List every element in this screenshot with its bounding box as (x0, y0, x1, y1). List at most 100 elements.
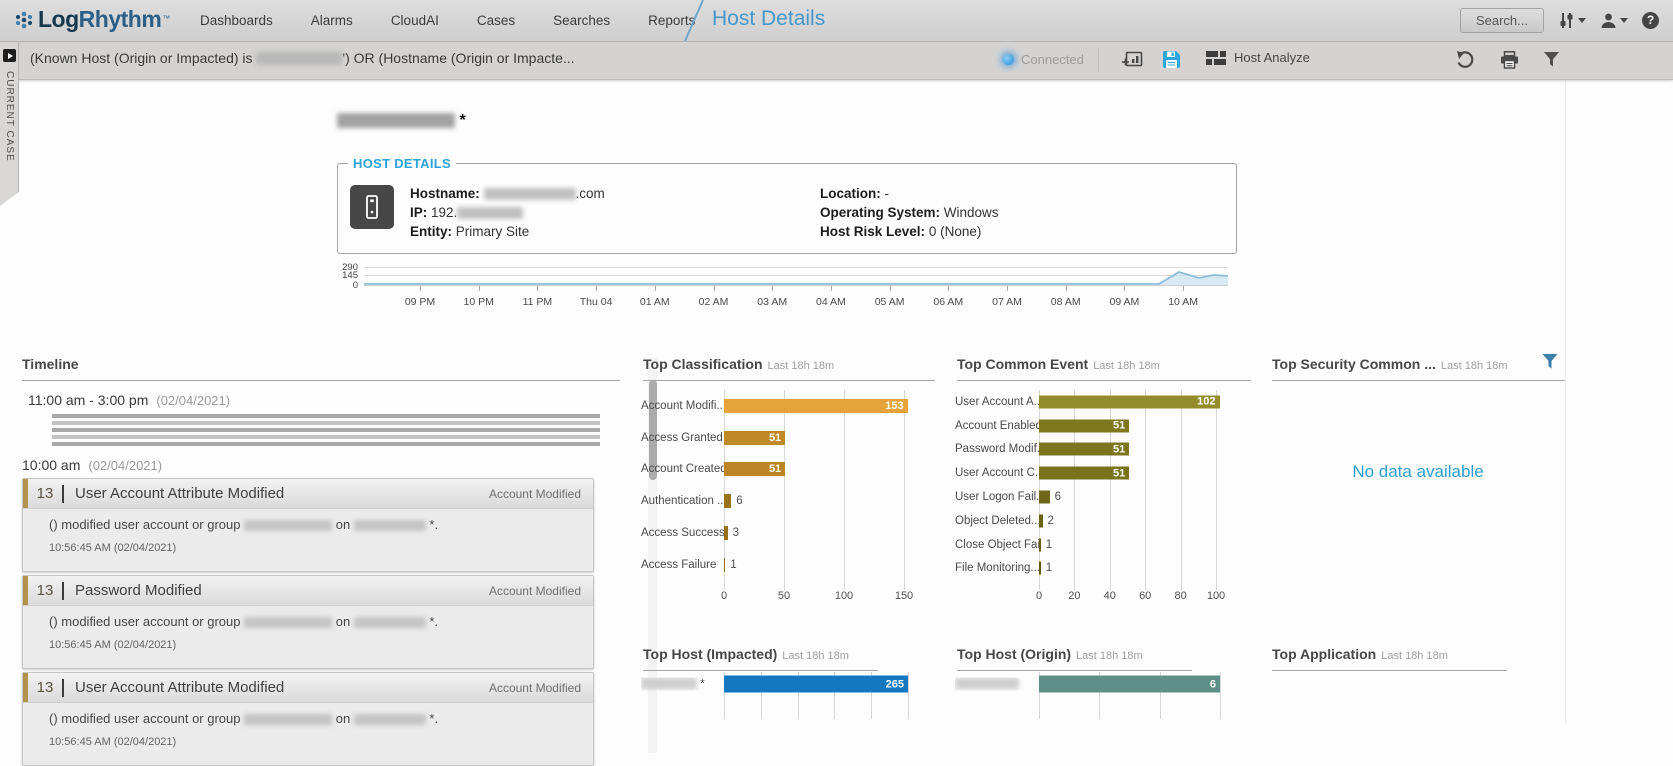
save-icon (1163, 51, 1180, 68)
scrollbar-thumb[interactable] (648, 380, 657, 480)
chart-row: Password Modif... 51 (955, 438, 1251, 462)
bar-label: Password Modif... (955, 443, 1039, 456)
tick-mark (537, 286, 539, 291)
chart-grid (1039, 672, 1255, 719)
query-text[interactable]: (Known Host (Origin or Impacted) is ') O… (30, 50, 575, 66)
chart-row: Account Enabled 51 (955, 414, 1251, 438)
bar-user-logon-fail[interactable] (1039, 490, 1050, 504)
current-case-tab[interactable]: CURRENT CASE (0, 41, 19, 206)
event-accent-stripe (23, 576, 28, 605)
query-suffix: ') OR (Hostname (Origin or Impacte... (342, 50, 575, 66)
expand-case-icon[interactable] (3, 49, 16, 62)
bar-access-granted[interactable]: 51 (724, 430, 786, 445)
bar-value: 51 (1113, 443, 1126, 456)
chart-grid (1039, 390, 1251, 590)
gridline (1180, 390, 1182, 590)
user-menu[interactable] (1600, 12, 1628, 29)
event-count: 13 (36, 582, 54, 599)
chart-top-security-common-event: Top Security Common ... Last 18h 18m No d… (1270, 330, 1566, 481)
nav-item-dashboards[interactable]: Dashboards (200, 13, 273, 28)
panel-filter-button[interactable] (1542, 354, 1558, 374)
event-classification: Account Modified (488, 680, 581, 695)
chart-grid (724, 672, 943, 719)
scrollbar-track[interactable] (648, 358, 657, 753)
host-details-legend: HOST DETAILS (348, 156, 456, 171)
bar-access-success[interactable] (724, 526, 728, 541)
tick-mark (420, 286, 421, 291)
bar-account-modifi[interactable]: 153 (724, 398, 908, 413)
filter-funnel-icon (1542, 354, 1558, 369)
help-icon[interactable]: ? (1642, 12, 1659, 29)
bar-authentication[interactable] (724, 494, 732, 509)
nav-item-searches[interactable]: Searches (553, 13, 611, 28)
bar-account-enabled[interactable]: 51 (1039, 419, 1130, 433)
nav-item-reports[interactable]: Reports (648, 13, 696, 28)
nav-item-alarms[interactable]: Alarms (310, 13, 353, 28)
bar-value: 1 (730, 558, 737, 571)
title-slash-divider (684, 0, 704, 41)
host-analyze-button[interactable]: Host Analyze (1206, 50, 1310, 65)
bar-value: 1 (1045, 562, 1053, 575)
spark-x-tick: 10 AM (1168, 296, 1198, 308)
bar-access-failure[interactable] (724, 557, 726, 572)
bar-close-object-fai[interactable] (1039, 538, 1041, 552)
gridline (1220, 672, 1221, 719)
spark-y-tick: 145 (342, 270, 358, 281)
spark-x-tick: 01 AM (639, 296, 670, 308)
nav-item-cases[interactable]: Cases (476, 13, 516, 28)
event-title: User Account Attribute Modified (75, 679, 285, 696)
nav-item-cloudai[interactable]: CloudAI (390, 13, 439, 28)
event-description: () modified user account or group on *. (49, 517, 439, 532)
bar-user-account-c[interactable]: 51 (1039, 466, 1130, 480)
logrhythm-logo[interactable]: LogRhythm™ (14, 6, 170, 33)
tick-mark (1065, 286, 1067, 291)
timeline-event-card[interactable]: 13 User Account Attribute Modified Account… (22, 672, 594, 766)
bar-value: 265 (885, 678, 904, 690)
spark-x-tick: 08 AM (1050, 296, 1081, 308)
timeline-event-card[interactable]: 13 User Account Attribute Modified Account… (22, 478, 594, 572)
bar-0[interactable]: 265 (724, 675, 908, 693)
query-prefix: (Known Host (Origin or Impacted) is (30, 50, 253, 66)
divider (957, 670, 1192, 671)
chevron-down-icon (1620, 18, 1628, 23)
bar-account-created[interactable]: 51 (724, 462, 786, 477)
print-button[interactable] (1500, 50, 1519, 74)
bar-object-deleted[interactable] (1039, 514, 1043, 528)
add-widget-button[interactable] (1122, 51, 1143, 73)
logo-dots-icon (15, 11, 33, 28)
timeline-event-card[interactable]: 13 Password Modified Account Modified () mo… (22, 575, 594, 669)
x-axis: 0 20 40 60 80 100 (1035, 590, 1256, 604)
x-axis-tick: 0 (1035, 590, 1043, 602)
undo-button[interactable] (1456, 50, 1475, 74)
bar-user-account-a[interactable]: 102 (1039, 395, 1220, 409)
divider (1272, 670, 1507, 671)
event-classification: Account Modified (488, 486, 581, 501)
spark-x-tick: 07 AM (992, 296, 1022, 308)
bar-label: Access Granted (641, 431, 723, 444)
bar-value: 51 (768, 431, 782, 444)
preferences-menu[interactable] (1558, 12, 1586, 29)
event-accent-stripe (23, 479, 28, 508)
filter-button[interactable] (1544, 52, 1559, 72)
chart-row: User Logon Fail... 6 (955, 485, 1251, 509)
spark-x-tick: Thu 04 (579, 296, 613, 308)
x-axis-tick: 80 (1174, 590, 1187, 602)
bar-password-modif[interactable]: 51 (1039, 442, 1130, 456)
tick-mark (830, 286, 832, 291)
bar-value: 1 (1045, 538, 1053, 551)
chart-top-common-event: Top Common Event Last 18h 18m User Accoun… (955, 330, 1251, 602)
search-button[interactable]: Search... (1459, 8, 1544, 33)
event-classification: Account Modified (488, 583, 581, 598)
divider (62, 581, 64, 600)
divider (643, 380, 935, 381)
tick-mark (1183, 286, 1185, 291)
bar-value: 51 (1113, 467, 1126, 480)
chart-subtitle: Last 18h 18m (782, 650, 849, 662)
gridline (760, 672, 762, 719)
bar-0[interactable]: 6 (1039, 675, 1220, 693)
group-time: 10:00 am (22, 457, 81, 473)
bar-file-monitoring[interactable] (1039, 561, 1041, 575)
save-dashboard-button[interactable] (1162, 50, 1181, 74)
chart-subtitle: Last 18h 18m (1076, 650, 1143, 662)
gridline (724, 672, 725, 719)
